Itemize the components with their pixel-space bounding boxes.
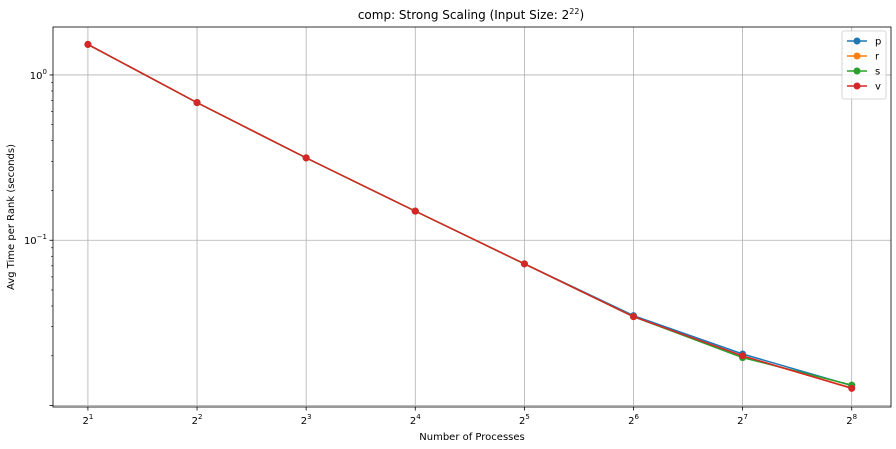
legend-label: p xyxy=(875,37,881,48)
legend-swatch-marker xyxy=(853,52,861,60)
legend-item-r: r xyxy=(847,52,880,63)
legend-label: v xyxy=(875,82,881,93)
x-tick-label: 24 xyxy=(410,413,421,427)
x-axis-label: Number of Processes xyxy=(419,432,524,443)
series-s xyxy=(84,40,856,389)
series-p xyxy=(84,40,856,390)
grid-lines xyxy=(53,27,891,407)
legend-item-v: v xyxy=(847,82,881,93)
legend-label: s xyxy=(875,67,880,78)
legend-item-p: p xyxy=(847,37,881,48)
x-tick-label: 23 xyxy=(301,413,312,427)
x-tick-label: 26 xyxy=(628,413,639,427)
data-point-v xyxy=(739,352,747,360)
data-point-v xyxy=(302,154,310,162)
legend-label: r xyxy=(875,52,880,63)
series-line-p xyxy=(87,43,852,387)
chart-title: comp: Strong Scaling (Input Size: 222) xyxy=(358,7,584,22)
x-tick-label: 27 xyxy=(737,413,748,427)
legend-box xyxy=(841,30,887,100)
data-point-v xyxy=(193,99,201,107)
y-tick-label: 10−1 xyxy=(24,233,47,247)
data-point-v xyxy=(629,313,637,321)
series-r xyxy=(84,40,856,392)
data-point-v xyxy=(520,260,528,268)
x-tick-label: 21 xyxy=(82,413,93,427)
x-tick-label: 28 xyxy=(846,413,857,427)
axis-ticks: 21 22 23 24 25 26 27 28 100 10−1 xyxy=(24,68,857,427)
plot-series xyxy=(84,40,856,392)
series-v xyxy=(84,40,856,392)
y-axis-label: Avg Time per Rank (seconds) xyxy=(6,144,17,290)
plot-area-frame xyxy=(52,26,892,408)
legend-swatch-marker xyxy=(853,67,861,75)
legend-swatch-marker xyxy=(853,82,861,90)
series-line-v xyxy=(87,43,852,390)
x-tick-label: 22 xyxy=(192,413,203,427)
y-tick-label: 100 xyxy=(30,68,47,82)
data-point-v xyxy=(411,207,419,215)
data-point-v xyxy=(84,40,92,48)
legend-swatch-marker xyxy=(853,37,861,45)
data-point-v xyxy=(848,384,856,392)
series-line-r xyxy=(87,43,852,389)
legend-item-s: s xyxy=(847,67,880,78)
x-tick-label: 25 xyxy=(519,413,530,427)
series-line-s xyxy=(87,43,852,386)
